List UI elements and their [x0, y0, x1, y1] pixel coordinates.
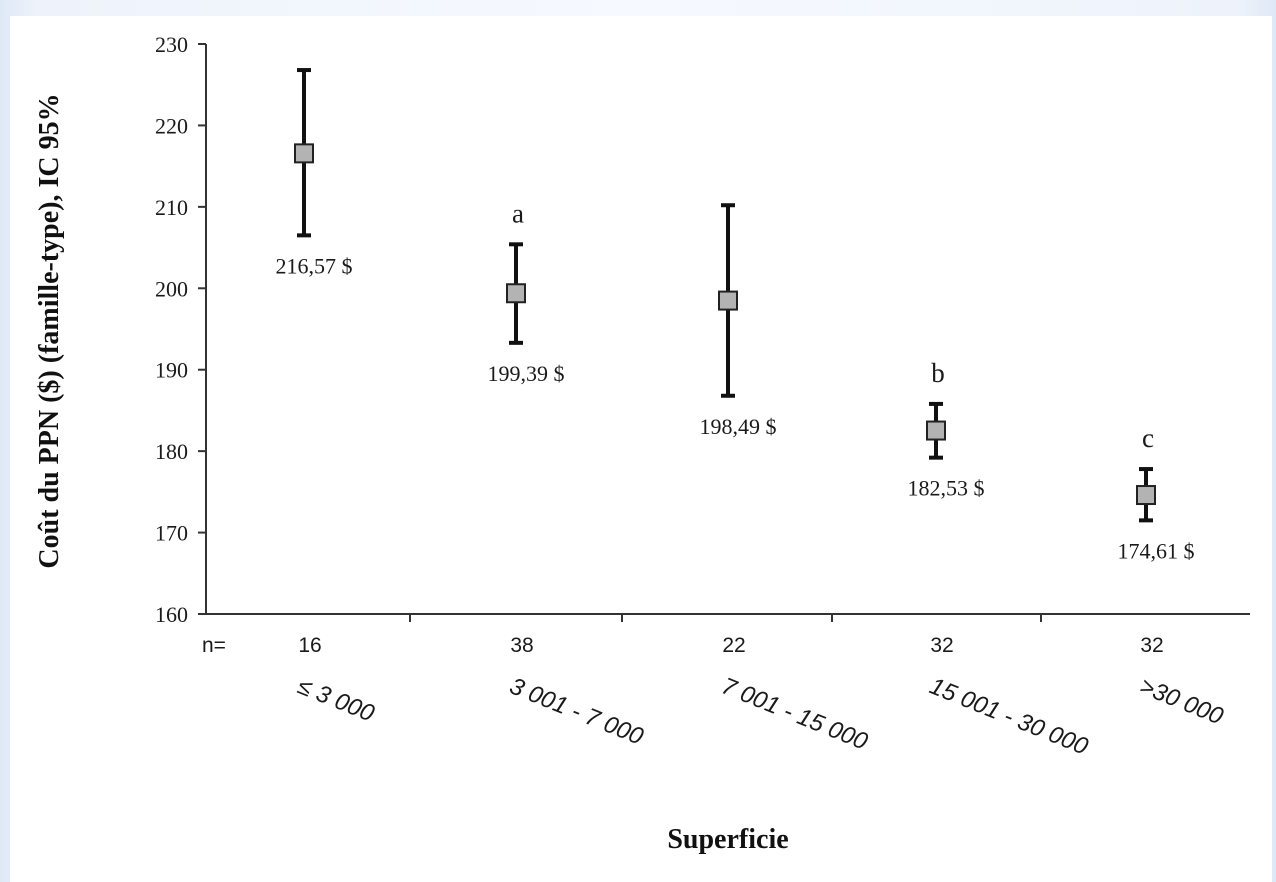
n-label: 16 [298, 634, 321, 657]
y-tick-label: 180 [155, 439, 188, 464]
n-label: 38 [510, 634, 533, 657]
data-point [506, 283, 526, 304]
error-bar-group [718, 203, 738, 398]
value-label: 199,39 $ [488, 361, 565, 386]
y-tick-label: 230 [155, 32, 188, 57]
n-label: 32 [930, 634, 953, 657]
y-ticks: 160 170 180 190 200 210 220 230 [155, 32, 206, 627]
error-bar-group [506, 242, 526, 345]
chart-frame: 160 170 180 190 200 210 220 230 n= 216,57 $ 16 ≤ 3… [10, 16, 1272, 882]
chart: 160 170 180 190 200 210 220 230 n= 216,57 $ 16 ≤ 3… [34, 32, 1250, 855]
data-point [718, 290, 738, 311]
significance-letter: c [1142, 423, 1154, 453]
value-label: 174,61 $ [1118, 538, 1195, 563]
axes [205, 44, 1250, 622]
y-tick-label: 160 [155, 602, 188, 627]
category-label: 7 001 - 15 000 [718, 673, 872, 756]
significance-letter: b [931, 358, 945, 388]
value-label: 182,53 $ [908, 476, 985, 501]
n-label: 32 [1140, 634, 1163, 657]
significance-letter: a [512, 198, 524, 228]
category-label: 15 001 - 30 000 [926, 673, 1093, 761]
x-axis-title: Superficie [667, 824, 788, 855]
value-label: 216,57 $ [276, 253, 353, 278]
labels: n= 216,57 $ 16 ≤ 3 000 199,39 $ a 38 3 001 - 7 … [202, 198, 1228, 760]
y-tick-label: 210 [155, 195, 188, 220]
y-tick-label: 200 [155, 276, 188, 301]
error-bar-group [294, 68, 314, 238]
n-prefix: n= [202, 634, 226, 657]
category-label: >30 000 [1136, 673, 1228, 731]
data-point [926, 420, 946, 441]
y-axis-title: Coût du PPN ($) (famille-type), IC 95% [34, 93, 65, 568]
n-label: 22 [722, 634, 745, 657]
value-label: 198,49 $ [700, 414, 777, 439]
category-label: 3 001 - 7 000 [506, 673, 648, 751]
y-tick-label: 190 [155, 358, 188, 383]
y-tick-label: 220 [155, 113, 188, 138]
data-point [294, 143, 314, 164]
category-label: ≤ 3 000 [294, 673, 379, 728]
error-bar-group [1136, 467, 1156, 523]
y-tick-label: 170 [155, 521, 188, 546]
error-bar-group [926, 401, 946, 460]
data-point [1136, 485, 1156, 506]
error-bars [294, 68, 1156, 523]
